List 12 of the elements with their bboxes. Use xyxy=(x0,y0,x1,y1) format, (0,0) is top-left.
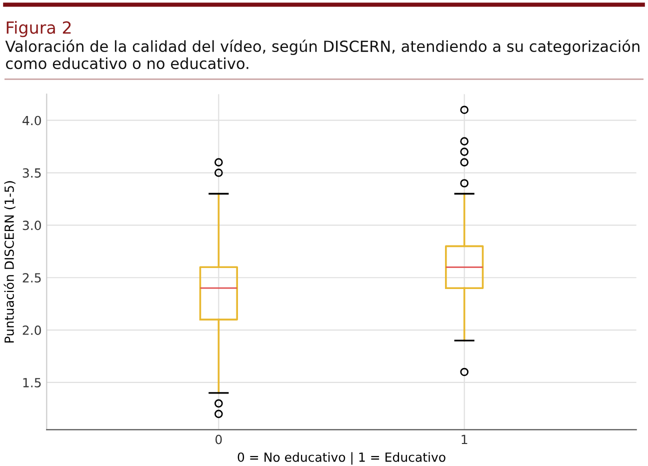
y-tick-label: 3.0 xyxy=(22,220,41,230)
y-tick-label: 2.0 xyxy=(22,326,41,335)
y-tick-label: 3.5 xyxy=(22,168,41,178)
x-tick-label: 1 xyxy=(462,434,468,444)
y-tick-label: 1.5 xyxy=(23,378,41,388)
y-tick-label: 4.0 xyxy=(22,116,41,126)
y-tick-label: 2.5 xyxy=(22,273,41,283)
chart-title: Figura 2 xyxy=(6,20,71,38)
x-tick-label: 0 xyxy=(215,434,222,444)
y-axis-title: Puntuación DISCERN (1-5) xyxy=(4,181,16,342)
x-axis-title: 0 = No educativo | 1 = Educativo xyxy=(238,452,446,465)
chart-subtitle: Valoración de la calidad del vídeo, según DISCERN, atendiendo a su categorización como educativo o no educativo. xyxy=(5,40,640,70)
